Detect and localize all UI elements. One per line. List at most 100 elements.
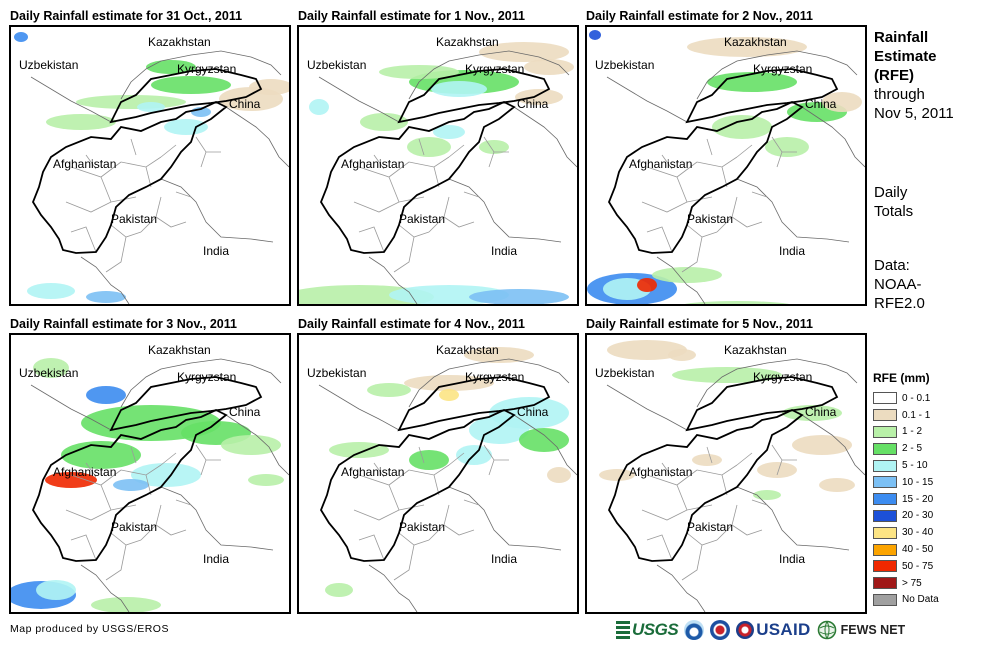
legend-label: 30 - 40 [902,527,934,539]
country-boundary [696,50,858,100]
daily-line1: Daily [874,184,908,201]
country-label-kazakhstan: Kazakhstan [148,343,211,357]
rainfall-area [33,358,69,378]
usgs-logo-text: USGS [632,620,679,639]
country-label-kazakhstan: Kazakhstan [724,35,787,49]
country-label-afghanistan: Afghanistan [53,157,117,171]
country-boundary [656,256,706,304]
province-boundary [736,452,753,466]
country-label-kyrgyzstan: Kyrgyzstan [465,370,525,384]
legend-label: 1 - 2 [902,426,923,438]
country-boundary [736,178,850,243]
legend-swatch [873,593,897,606]
rainfall-map: Kazakhstan Uzbekistan Kyrgyzstan China Afgha… [585,25,867,306]
country-label-pakistan: Pakistan [111,520,158,534]
country-label-pakistan: Pakistan [687,520,734,534]
legend-item: > 75 [873,575,973,592]
legend-item: 5 - 10 [873,457,973,474]
focus-country-outline [397,68,551,124]
province-boundary [85,462,97,478]
country-boundary [318,384,400,431]
province-boundary [408,156,450,168]
country-label-india: India [491,244,518,258]
rainfall-area [86,291,126,303]
legend-label: 0.1 - 1 [902,409,931,421]
province-boundary [686,532,718,546]
legend-item: No Data [873,592,973,609]
province-boundary [721,166,728,188]
focus-country-outline [319,101,516,254]
data-line3: RFE2.0 [874,295,925,312]
rainfall-area [469,289,569,304]
rainfall-area [692,454,722,466]
country-label-kazakhstan: Kazakhstan [724,343,787,357]
panel-title: Daily Rainfall estimate for 3 Nov., 2011 [10,317,237,331]
rainfall-area [360,113,408,131]
legend-item: 0.1 - 1 [873,407,973,424]
country-boundary [801,414,865,476]
focus-country-outline [31,409,228,562]
rainfall-area [329,442,389,458]
rainfall-map: Kazakhstan Uzbekistan Kyrgyzstan China Afgha… [9,25,291,306]
map-credit: Map produced by USGS/EROS [10,623,169,635]
province-boundary [696,156,738,168]
rainfall-area [524,59,574,75]
country-boundary [80,256,130,304]
rainfall-area [589,30,601,40]
legend-label: > 75 [902,577,922,589]
legend-item: 1 - 2 [873,424,973,441]
province-boundary [418,138,425,156]
panel-title: Daily Rainfall estimate for 1 Nov., 2011 [298,9,525,23]
legend-swatch [873,392,897,405]
country-boundary [448,178,562,243]
country-label-kyrgyzstan: Kyrgyzstan [753,62,813,76]
focus-country-outline [685,68,839,124]
legend-swatch [873,560,897,573]
rainfall-area [164,119,208,135]
province-boundary [488,151,495,168]
rainfall-area [637,278,657,292]
rainfall-area [479,140,509,154]
rainfall-area [367,383,411,397]
province-boundary [776,459,783,476]
focus-country-outline [685,376,839,432]
province-boundary [641,509,688,521]
province-boundary [175,191,192,198]
country-label-kyrgyzstan: Kyrgyzstan [465,62,525,76]
country-boundary [656,564,706,612]
country-label-china: China [229,97,261,111]
panel-title: Daily Rainfall estimate for 31 Oct., 201… [10,9,243,23]
rainfall-map-panel: Daily Rainfall estimate for 3 Nov., 2011… [9,316,291,614]
legend-item: 50 - 75 [873,558,973,575]
province-boundary [706,138,713,156]
rainfall-area [221,435,281,455]
side-title-line3: (RFE) [874,67,914,84]
province-boundary [463,191,480,198]
province-boundary [418,446,425,464]
province-boundary [686,224,718,238]
legend-item: 0 - 0.1 [873,390,973,407]
country-label-china: China [805,97,837,111]
rainfall-map: Kazakhstan Uzbekistan Kyrgyzstan China Afgha… [297,333,579,614]
noaa-seal-icon [684,620,705,640]
legend-label: 20 - 30 [902,510,934,522]
province-boundary [398,532,430,546]
province-boundary [448,452,465,466]
legend-swatch [873,493,897,506]
map-canvas [318,347,577,612]
map-canvas [599,340,865,612]
country-label-pakistan: Pakistan [687,212,734,226]
country-boundary [368,256,418,304]
daily-totals-note: Daily Totals [874,183,913,221]
country-boundary [408,50,570,100]
province-boundary [443,216,475,228]
province-boundary [145,474,152,496]
country-boundary [368,564,418,612]
usgs-logo: USGS [616,620,679,640]
legend-swatch [873,509,897,522]
country-label-afghanistan: Afghanistan [629,465,693,479]
country-label-uzbekistan: Uzbekistan [595,366,655,380]
province-boundary [155,216,187,228]
rainfall-map: Kazakhstan Uzbekistan Kyrgyzstan China Afgha… [9,333,291,614]
country-label-uzbekistan: Uzbekistan [19,58,79,72]
